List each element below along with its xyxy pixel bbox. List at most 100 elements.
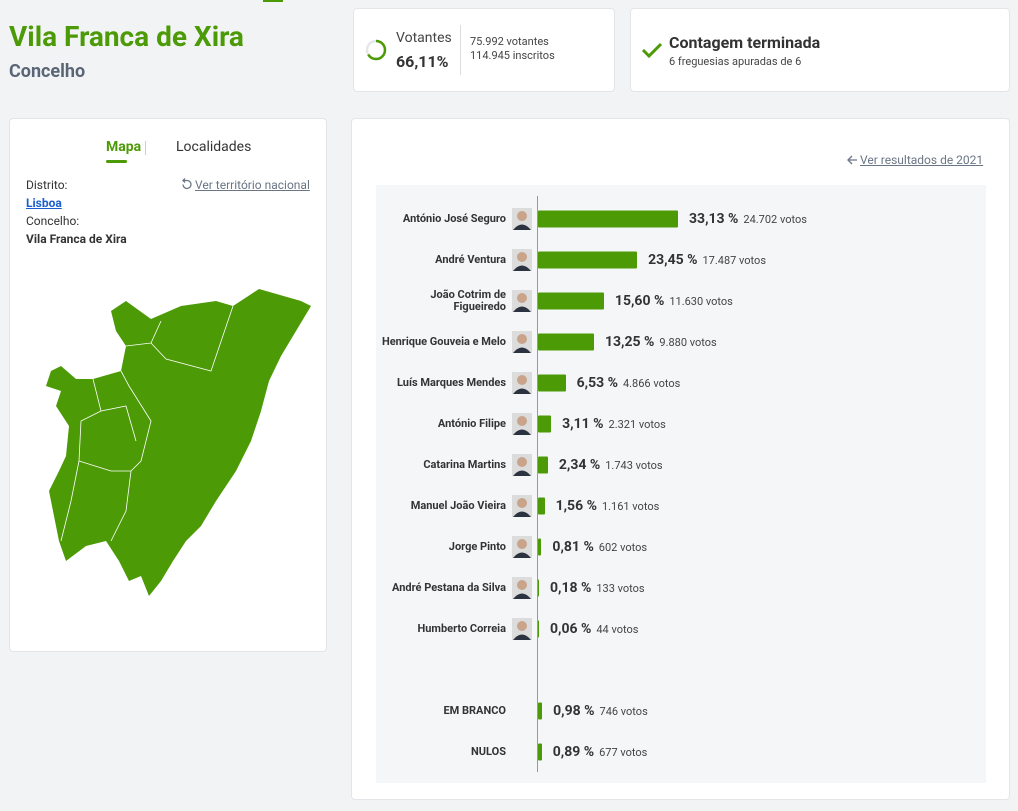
axis-line bbox=[537, 196, 538, 772]
votes: 746 votos bbox=[599, 705, 648, 718]
result-bar bbox=[538, 251, 638, 269]
candidate-name: NULOS bbox=[471, 745, 506, 758]
result-label: 2,34 % 1.743 votos bbox=[559, 457, 663, 473]
turnout-ring bbox=[365, 39, 387, 61]
votes: 133 votos bbox=[596, 582, 645, 595]
subtitle: Concelho bbox=[9, 61, 86, 82]
candidate-photo bbox=[512, 536, 532, 558]
votes: 1.743 votos bbox=[605, 459, 663, 472]
votes: 9.880 votos bbox=[659, 336, 717, 349]
percent: 0,98 % bbox=[553, 703, 595, 719]
candidate-name: André Ventura bbox=[435, 253, 506, 266]
votes: 4.866 votos bbox=[622, 377, 681, 390]
result-bar bbox=[538, 456, 548, 474]
title: Vila Franca de Xira bbox=[9, 20, 244, 53]
status-title: Contagem terminada bbox=[669, 33, 821, 52]
ring-arc bbox=[365, 39, 387, 61]
result-label: 0,18 % 133 votos bbox=[550, 580, 645, 596]
result-bar bbox=[538, 497, 545, 515]
percent: 15,60 % bbox=[614, 293, 665, 309]
candidate-name: Catarina Martins bbox=[423, 458, 506, 471]
result-label: 13,25 % 9.880 votos bbox=[605, 334, 717, 350]
result-label: 6,53 % 4.866 votos bbox=[577, 375, 681, 391]
candidate-name: Luís Marques Mendes bbox=[396, 376, 506, 389]
district-link[interactable]: Lisboa bbox=[26, 196, 62, 210]
result-bar bbox=[538, 210, 678, 228]
votes: 2.321 votos bbox=[608, 418, 666, 431]
candidate-photo bbox=[512, 454, 532, 476]
result-bar bbox=[538, 333, 594, 351]
candidate-name: Henrique Gouveia e Melo bbox=[381, 335, 506, 348]
percent: 1,56 % bbox=[555, 498, 597, 514]
candidate-photo bbox=[512, 372, 532, 394]
result-label: 0,98 % 746 votos bbox=[553, 703, 648, 719]
candidate-photo bbox=[512, 249, 532, 271]
percent: 0,81 % bbox=[552, 539, 594, 555]
percent: 6,53 % bbox=[576, 375, 618, 391]
tab-localities[interactable]: Localidades bbox=[176, 139, 252, 155]
status-card: Contagem terminada 6 freguesias apuradas… bbox=[630, 8, 1010, 92]
back-arrow bbox=[847, 155, 857, 165]
votes: 677 votos bbox=[599, 746, 648, 759]
turnout-label: Votantes bbox=[396, 30, 452, 46]
reset-icon bbox=[182, 178, 192, 190]
votes: 11.630 votos bbox=[669, 295, 733, 308]
result-label: 15,60 % 11.630 votos bbox=[615, 293, 733, 309]
result-label: 3,11 % 2.321 votos bbox=[562, 416, 666, 432]
registered: 114.945 inscritos bbox=[470, 49, 555, 62]
percent: 0,89 % bbox=[552, 744, 595, 760]
result-label: 0,81 % 602 votos bbox=[552, 539, 647, 555]
results-chart: António José Seguro 33,13 % 24.702 votos An… bbox=[376, 185, 986, 783]
result-label: 1,56 % 1.161 votos bbox=[556, 498, 660, 514]
result-label: 23,45 % 17.487 votos bbox=[648, 252, 766, 268]
votes: 17.487 votos bbox=[702, 254, 767, 267]
candidate-name: Humberto Correia bbox=[417, 622, 506, 635]
previous-results-link[interactable]: Ver resultados de 2021 bbox=[860, 153, 984, 167]
percent: 0,18 % bbox=[550, 580, 592, 596]
result-bar bbox=[538, 292, 604, 310]
top-accent bbox=[263, 0, 283, 2]
check-icon bbox=[641, 42, 663, 59]
result-bar bbox=[538, 415, 552, 433]
candidate-photo bbox=[512, 495, 532, 517]
turnout-value: 66,11% bbox=[396, 52, 449, 71]
district-label: Distrito: bbox=[26, 178, 68, 192]
percent: 13,25 % bbox=[604, 334, 655, 350]
results-card: Ver resultados de 2021 António José Segu… bbox=[351, 118, 1010, 800]
candidate-name: Jorge Pinto bbox=[448, 540, 506, 553]
candidate-photo bbox=[512, 208, 532, 230]
result-bar bbox=[538, 743, 542, 761]
result-bar bbox=[538, 579, 539, 597]
votes: 602 votos bbox=[598, 541, 648, 554]
divider bbox=[460, 25, 461, 75]
result-label: 33,13 % 24.702 votos bbox=[689, 211, 807, 227]
tab-map[interactable]: Mapa bbox=[106, 139, 142, 155]
percent: 33,13 % bbox=[689, 211, 739, 227]
votes: 44 votos bbox=[596, 623, 639, 636]
candidate-name: Manuel João Vieira bbox=[410, 499, 506, 512]
candidate-name: EM BRANCO bbox=[443, 704, 506, 717]
candidate-photo bbox=[512, 413, 532, 435]
percent: 0,06 % bbox=[550, 621, 592, 637]
turnout-card: Votantes 66,11% 75.992 votantes 114.945 … bbox=[353, 8, 615, 92]
result-bar bbox=[538, 538, 542, 556]
map-card: Mapa Localidades Distrito: Lisboa Concel… bbox=[9, 118, 327, 652]
candidate-name: António Filipe bbox=[437, 417, 506, 430]
candidate-photo bbox=[512, 577, 532, 599]
result-label: 0,06 % 44 votos bbox=[550, 621, 638, 637]
map-region[interactable] bbox=[46, 289, 311, 596]
votes: 24.702 votos bbox=[743, 213, 807, 226]
tab-underline bbox=[106, 160, 127, 163]
municipality: Vila Franca de Xira bbox=[26, 232, 127, 246]
percent: 2,34 % bbox=[558, 457, 601, 473]
result-label: 0,89 % 677 votos bbox=[553, 744, 648, 760]
result-bar bbox=[538, 374, 566, 392]
percent: 3,11 % bbox=[562, 416, 604, 432]
municipality-label: Concelho: bbox=[26, 214, 80, 228]
map bbox=[46, 289, 311, 596]
national-link[interactable]: Ver território nacional bbox=[195, 178, 310, 192]
voters: 75.992 votantes bbox=[470, 35, 549, 48]
status-detail: 6 freguesias apuradas de 6 bbox=[669, 55, 802, 68]
result-bar bbox=[538, 620, 539, 638]
